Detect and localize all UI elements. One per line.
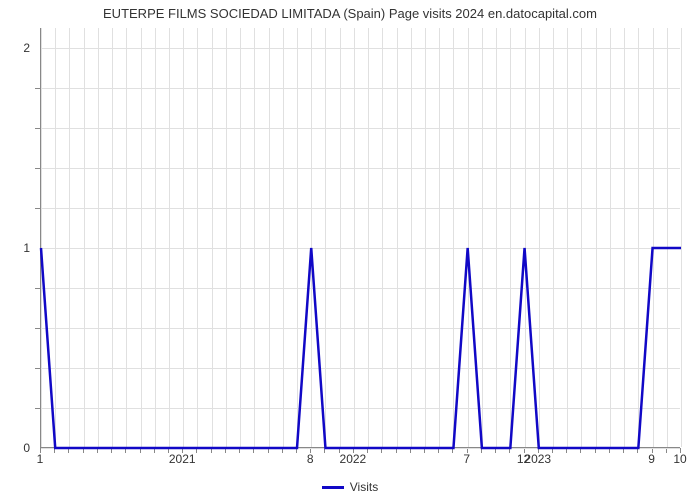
x-tick-label: 2021 [169, 452, 196, 466]
legend-label: Visits [350, 480, 378, 494]
chart-title: EUTERPE FILMS SOCIEDAD LIMITADA (Spain) … [0, 6, 700, 21]
legend: Visits [0, 480, 700, 494]
legend-swatch [322, 486, 344, 489]
gridline-v [681, 28, 682, 447]
x-tick-label: 7 [463, 452, 470, 466]
x-tick-label: 9 [648, 452, 655, 466]
plot-area [40, 28, 680, 448]
x-tick-label: 2023 [524, 452, 551, 466]
x-tick-label: 8 [307, 452, 314, 466]
y-tick-label: 2 [0, 41, 30, 55]
chart-container: EUTERPE FILMS SOCIEDAD LIMITADA (Spain) … [0, 0, 700, 500]
y-tick-label: 0 [0, 441, 30, 455]
series-line [41, 248, 681, 448]
x-tick-label: 2022 [340, 452, 367, 466]
y-tick-label: 1 [0, 241, 30, 255]
x-tick-label: 1 [37, 452, 44, 466]
line-layer [41, 28, 680, 447]
x-tick-label: 10 [673, 452, 686, 466]
